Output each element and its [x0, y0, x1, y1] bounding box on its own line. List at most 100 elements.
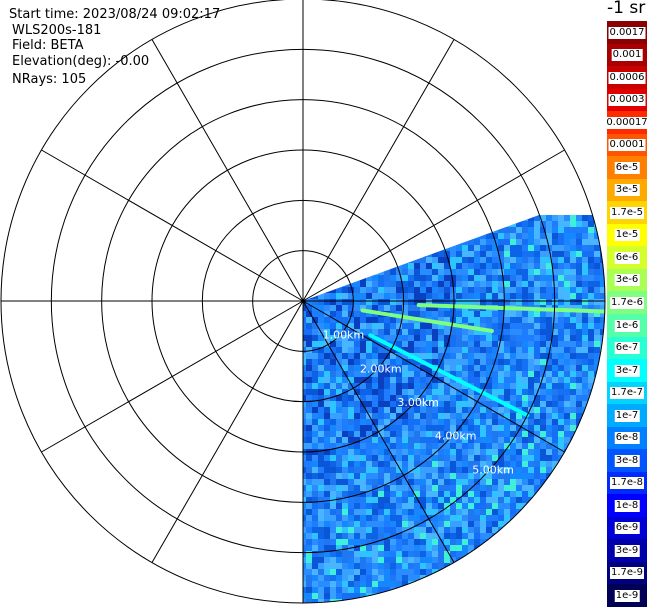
sector-cell — [462, 425, 468, 431]
sector-cell — [462, 515, 468, 521]
sector-cell — [480, 437, 486, 443]
sector-cell — [426, 335, 432, 341]
sector-cell — [456, 395, 462, 401]
sector-cell — [303, 359, 306, 365]
sector-cell — [528, 293, 534, 299]
sector-cell — [342, 569, 348, 575]
sector-cell — [420, 551, 426, 557]
sector-cell — [354, 539, 360, 545]
sector-cell — [426, 377, 432, 383]
sector-cell — [450, 287, 456, 293]
sector-cell — [306, 395, 312, 401]
sector-cell — [420, 401, 426, 407]
sector-cell — [366, 521, 372, 527]
sector-cell — [366, 317, 372, 323]
instrument-label: WLS200s-181 — [12, 23, 102, 38]
sector-cell — [324, 581, 330, 587]
sector-cell — [348, 425, 354, 431]
sector-cell — [450, 245, 456, 251]
sector-cell — [348, 557, 354, 563]
sector-cell — [486, 521, 492, 527]
sector-cell — [354, 455, 360, 461]
sector-cell — [474, 323, 480, 329]
sector-cell — [348, 317, 354, 323]
sector-cell — [570, 359, 576, 365]
sector-cell — [390, 359, 396, 365]
sector-cell — [528, 329, 534, 335]
sector-cell — [420, 503, 426, 509]
sector-cell — [390, 431, 396, 437]
sector-cell — [486, 443, 492, 449]
sector-cell — [342, 491, 348, 497]
sector-cell — [396, 467, 402, 473]
sector-cell — [390, 545, 396, 551]
sector-cell — [426, 257, 432, 263]
sector-cell — [408, 563, 414, 569]
sector-cell — [480, 317, 486, 323]
sector-cell — [576, 227, 582, 233]
sector-cell — [306, 221, 312, 227]
sector-cell — [498, 455, 504, 461]
sector-cell — [576, 215, 582, 221]
sector-cell — [378, 407, 384, 413]
range-rings — [0, 0, 606, 604]
sector-cell — [468, 533, 474, 539]
sector-cell — [336, 575, 342, 581]
sector-cell — [396, 335, 402, 341]
sector-cell — [432, 533, 438, 539]
sector-cell — [546, 335, 552, 341]
sector-cell — [552, 413, 558, 419]
sector-cell — [360, 251, 366, 257]
sector-cell — [348, 305, 354, 311]
sector-cell — [450, 425, 456, 431]
sector-cell — [414, 563, 420, 569]
sector-cell — [354, 419, 360, 425]
sector-cell — [432, 257, 438, 263]
sector-cell — [408, 539, 414, 545]
sector-cell — [324, 593, 330, 599]
sector-cell — [390, 263, 396, 269]
sector-cell — [312, 353, 318, 359]
sector-cell — [438, 401, 444, 407]
sector-cell — [570, 317, 576, 323]
sector-cell — [348, 491, 354, 497]
sector-cell — [600, 311, 605, 317]
sector-cell — [504, 281, 510, 287]
sector-cell — [498, 473, 504, 479]
sector-cell — [384, 377, 390, 383]
sector-cell — [402, 383, 408, 389]
sector-cell — [402, 293, 408, 299]
sector-cell — [588, 257, 594, 263]
sector-cell — [303, 485, 306, 491]
sector-cell — [420, 287, 426, 293]
sector-cell — [414, 347, 420, 353]
sector-cell — [360, 449, 366, 455]
sector-cell — [492, 503, 498, 509]
sector-cell — [540, 251, 546, 257]
sector-cell — [564, 323, 570, 329]
sector-cell — [552, 359, 558, 365]
sector-cell — [324, 473, 330, 479]
sector-cell — [438, 395, 444, 401]
sector-cell — [432, 569, 438, 575]
sector-cell — [390, 329, 396, 335]
sector-cell — [498, 449, 504, 455]
sector-cell — [552, 257, 558, 263]
sector-cell — [474, 317, 480, 323]
sector-cell — [342, 395, 348, 401]
sector-cell — [522, 455, 528, 461]
sector-cell — [378, 455, 384, 461]
sector-cell — [564, 377, 570, 383]
sector-cell — [360, 395, 366, 401]
sector-cell — [402, 437, 408, 443]
sector-cell — [468, 413, 474, 419]
sector-cell — [540, 371, 546, 377]
sector-cell — [582, 425, 588, 431]
sector-cell — [330, 323, 336, 329]
sector-cell — [414, 395, 420, 401]
sector-cell — [372, 449, 378, 455]
sector-cell — [564, 275, 570, 281]
sector-cell — [534, 395, 540, 401]
sector-cell — [516, 485, 522, 491]
sector-cell — [426, 437, 432, 443]
